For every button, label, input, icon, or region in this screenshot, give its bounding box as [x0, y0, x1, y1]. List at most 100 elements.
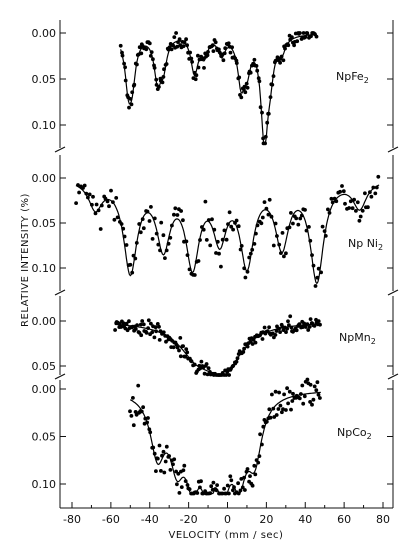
data-point	[161, 233, 166, 238]
data-point	[226, 222, 230, 227]
data-point	[223, 46, 228, 51]
data-point	[263, 134, 268, 139]
data-point	[178, 336, 183, 340]
data-point	[217, 47, 221, 52]
data-point	[134, 241, 139, 245]
data-point	[155, 322, 160, 326]
data-point	[139, 51, 144, 56]
data-point	[252, 242, 257, 246]
data-point	[74, 201, 78, 206]
data-point	[355, 200, 360, 205]
data-point	[319, 270, 323, 275]
data-point	[215, 483, 220, 487]
data-point	[245, 344, 250, 349]
data-point	[209, 484, 214, 489]
y-tick-label: 0.05	[32, 431, 57, 444]
x-tick-label: 20	[259, 513, 273, 526]
data-point	[181, 44, 186, 49]
data-point	[308, 317, 313, 321]
data-point	[112, 217, 117, 222]
data-point	[231, 488, 235, 493]
data-point	[175, 482, 179, 487]
data-point	[311, 263, 316, 268]
data-point	[291, 391, 295, 396]
data-point	[214, 251, 218, 255]
data-point	[124, 243, 129, 247]
data-point	[230, 45, 235, 50]
data-point	[296, 222, 301, 227]
data-point	[90, 202, 94, 207]
data-point	[280, 231, 285, 235]
data-point	[149, 321, 153, 326]
data-point	[297, 396, 302, 401]
data-point	[164, 444, 169, 449]
panel-label: NpMn2	[339, 331, 376, 346]
data-point	[238, 247, 243, 252]
data-point	[283, 46, 287, 51]
data-point	[267, 407, 272, 412]
data-point	[305, 377, 310, 382]
data-point	[318, 396, 322, 400]
y-tick-label: 0.00	[32, 383, 57, 396]
data-point	[172, 35, 177, 39]
data-point	[91, 194, 95, 199]
data-point	[357, 218, 362, 223]
data-point	[301, 31, 306, 35]
data-point	[136, 383, 141, 388]
data-point	[312, 384, 317, 389]
data-point	[286, 43, 291, 48]
data-point	[266, 111, 271, 116]
data-point	[338, 189, 342, 194]
data-point	[201, 56, 206, 61]
data-point	[164, 339, 168, 344]
data-point	[264, 419, 269, 424]
data-point	[140, 319, 145, 323]
data-point	[282, 254, 286, 259]
data-point	[273, 333, 278, 337]
data-point	[145, 420, 150, 425]
data-point	[295, 39, 300, 44]
data-point	[145, 209, 150, 214]
data-point	[151, 445, 156, 450]
data-point	[264, 206, 269, 211]
data-point	[214, 488, 219, 493]
data-point	[148, 430, 153, 435]
data-point	[132, 82, 137, 87]
axis-break-mark	[387, 289, 399, 296]
data-point	[290, 399, 295, 403]
data-point	[198, 366, 203, 371]
data-point	[167, 454, 172, 458]
fit-curve	[75, 184, 380, 285]
data-point	[174, 31, 179, 35]
data-point	[276, 407, 281, 411]
panel-label: Np Ni2	[348, 237, 383, 252]
data-point	[135, 62, 139, 67]
data-point	[294, 216, 299, 221]
data-point	[239, 244, 244, 248]
data-point	[229, 478, 234, 483]
data-point	[210, 43, 215, 48]
data-point	[316, 266, 321, 271]
data-point	[166, 241, 171, 246]
data-point	[242, 346, 247, 351]
data-point	[290, 35, 294, 40]
data-point	[181, 218, 185, 223]
data-point	[201, 227, 206, 232]
data-point	[221, 58, 226, 63]
data-point	[275, 55, 280, 60]
data-point	[341, 189, 346, 194]
x-tick-label: 0	[224, 513, 231, 526]
data-point	[185, 253, 190, 257]
panel-3: 0.00 0.05 0.10 NpCo2	[32, 377, 393, 496]
data-point	[162, 67, 166, 72]
data-point	[314, 388, 319, 393]
data-point	[123, 65, 127, 70]
axes: -80 -60 -40 -20 0 20 40 60 80	[54, 20, 399, 526]
data-point	[262, 200, 267, 205]
data-point	[271, 243, 276, 248]
data-point	[300, 383, 305, 388]
data-point	[204, 238, 209, 242]
data-point	[303, 35, 308, 39]
